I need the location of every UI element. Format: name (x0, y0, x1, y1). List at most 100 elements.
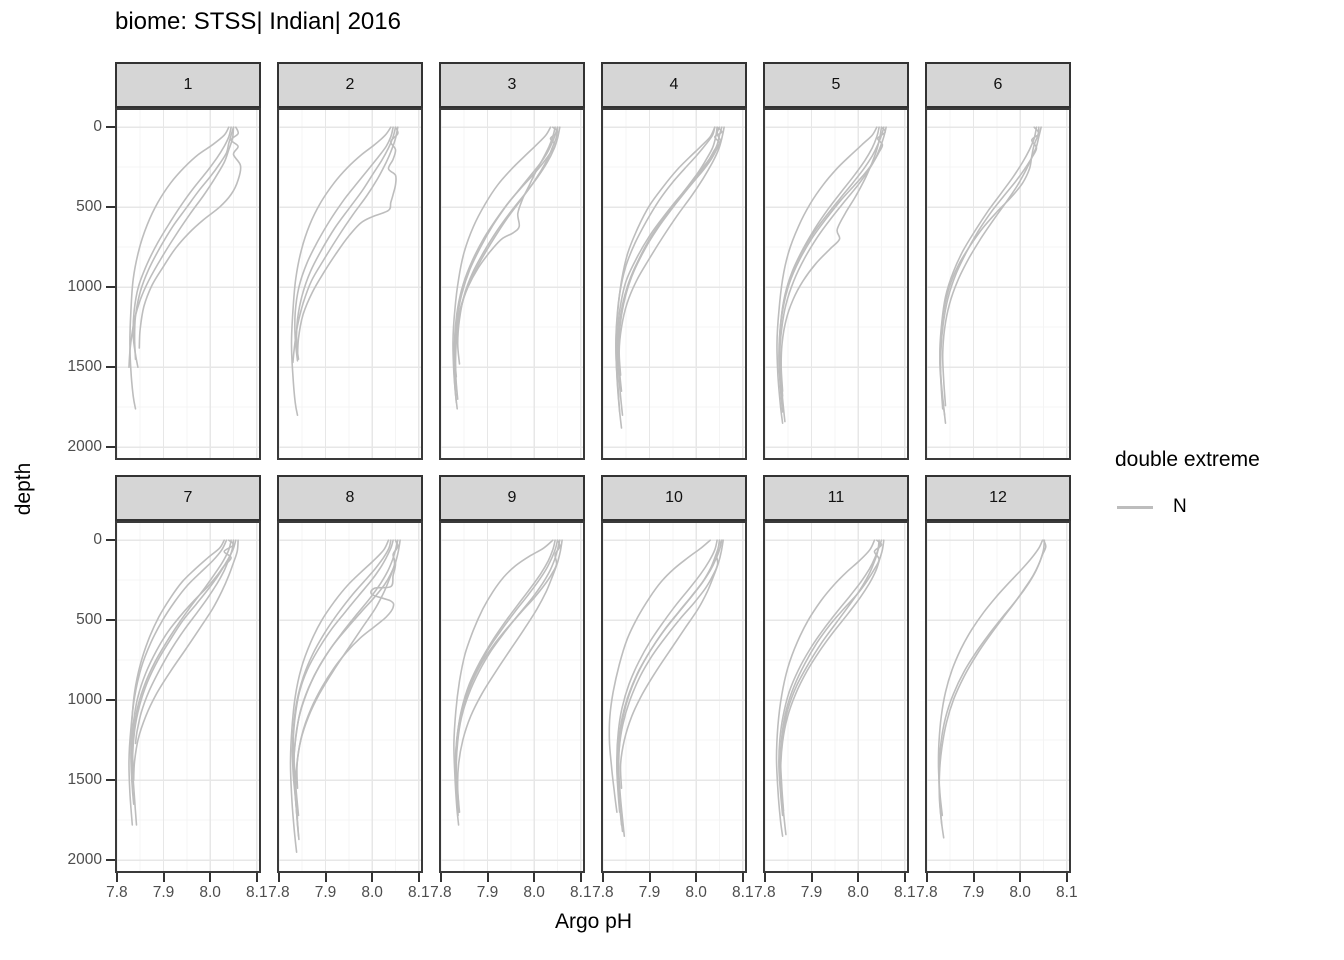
profile-line (131, 539, 237, 778)
x-tick-label: 7.9 (800, 884, 823, 901)
x-tick-mark (209, 873, 212, 882)
y-tick-label: 1000 (67, 691, 102, 709)
x-tick-label: 8.1 (246, 884, 268, 901)
facet-strip-label: 8 (345, 489, 355, 506)
y-tick-mark (106, 446, 115, 449)
x-tick-mark (1065, 873, 1068, 882)
y-tick-mark (106, 206, 115, 209)
profile-line (132, 539, 239, 781)
facet-panel-11 (763, 521, 909, 873)
profile-line (778, 126, 885, 423)
facet-panel-2 (277, 108, 423, 460)
facet-strip-6: 6 (925, 62, 1071, 108)
y-tick-mark (106, 779, 115, 782)
profile-line (292, 539, 399, 841)
x-tick-label: 7.9 (152, 884, 175, 901)
facet-panel-6 (925, 108, 1071, 460)
x-tick-mark (115, 873, 118, 882)
facet-strip-9: 9 (439, 475, 585, 521)
profile-line (456, 539, 563, 813)
profile-line (130, 539, 225, 805)
y-tick-mark (106, 859, 115, 862)
profile-line (617, 126, 718, 416)
x-tick-mark (486, 873, 489, 882)
profile-line (615, 126, 716, 400)
x-tick-mark (439, 873, 442, 882)
facet-strip-label: 10 (665, 489, 683, 506)
x-tick-mark (579, 873, 582, 882)
facet-strip-label: 9 (507, 489, 517, 506)
profile-line (129, 126, 230, 410)
profile-line (780, 126, 883, 392)
y-tick-label: 1500 (67, 771, 102, 789)
chart-title: biome: STSS| Indian| 2016 (115, 8, 401, 35)
x-tick-mark (925, 873, 928, 882)
x-tick-label: 8.0 (847, 884, 869, 901)
x-tick-mark (533, 873, 536, 882)
profile-line (294, 539, 399, 837)
y-tick-mark (106, 539, 115, 542)
facet-strip-5: 5 (763, 62, 909, 108)
x-tick-mark (695, 873, 698, 882)
profile-line (289, 539, 390, 853)
facet-strip-12: 12 (925, 475, 1071, 521)
x-tick-label: 7.8 (916, 884, 938, 901)
facet-strip-2: 2 (277, 62, 423, 108)
profile-line (293, 539, 399, 820)
facet-strip-label: 7 (183, 489, 193, 506)
facet-strip-label: 6 (993, 76, 1003, 93)
x-tick-label: 8.0 (1009, 884, 1031, 901)
x-tick-mark (810, 873, 813, 882)
facet-strip-11: 11 (763, 475, 909, 521)
x-tick-label: 7.8 (268, 884, 290, 901)
profile-line (608, 539, 711, 813)
x-tick-mark (972, 873, 975, 882)
y-tick-label: 0 (93, 118, 102, 136)
x-tick-label: 7.9 (962, 884, 985, 901)
y-tick-mark (106, 366, 115, 369)
x-tick-mark (601, 873, 604, 882)
profile-line (456, 126, 561, 365)
profile-line (452, 126, 552, 404)
profile-line (296, 539, 401, 789)
profile-line (939, 126, 1038, 424)
x-tick-label: 8.0 (523, 884, 545, 901)
x-tick-label: 8.0 (685, 884, 707, 901)
profile-line (290, 126, 392, 416)
profile-line (134, 539, 235, 745)
profile-line (455, 539, 561, 794)
profile-line (616, 539, 721, 813)
profile-line (138, 126, 242, 349)
profile-line (778, 126, 887, 381)
facet-strip-label: 12 (989, 489, 1007, 506)
facet-strip-7: 7 (115, 475, 261, 521)
x-tick-mark (857, 873, 860, 882)
legend-title: double extreme (1115, 448, 1260, 471)
x-tick-mark (277, 873, 280, 882)
profile-line (128, 539, 228, 826)
profile-line (616, 126, 723, 413)
y-tick-mark (106, 126, 115, 129)
x-tick-mark (255, 873, 258, 882)
x-tick-mark (162, 873, 165, 882)
x-axis-title: Argo pH (554, 910, 633, 933)
x-tick-mark (741, 873, 744, 882)
profile-line (292, 126, 399, 364)
x-tick-mark (324, 873, 327, 882)
x-tick-label: 7.8 (592, 884, 614, 901)
facet-strip-label: 5 (831, 76, 841, 93)
profile-line (775, 539, 876, 837)
profile-line (453, 126, 559, 392)
y-tick-label: 0 (93, 531, 102, 549)
y-tick-label: 1000 (67, 278, 102, 296)
profile-line (939, 126, 1040, 410)
x-tick-mark (371, 873, 374, 882)
profile-line (776, 126, 878, 424)
x-tick-label: 8.1 (894, 884, 916, 901)
facet-panel-12 (925, 521, 1071, 873)
profile-line (133, 126, 235, 360)
x-tick-mark (417, 873, 420, 882)
profile-line (295, 126, 397, 360)
y-axis-title: depth (12, 462, 35, 516)
facet-strip-1: 1 (115, 62, 261, 108)
